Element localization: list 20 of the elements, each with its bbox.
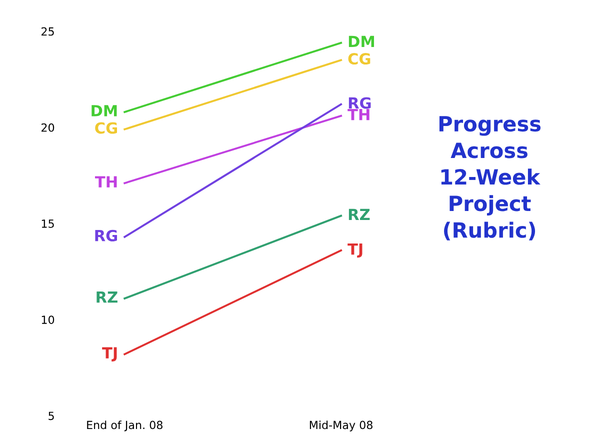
y-tick-label: 10: [42, 316, 54, 324]
y-tick-label: 15: [42, 220, 54, 228]
text: DM: [92, 105, 117, 116]
series-label: CG: [348, 53, 370, 65]
text: Progress Across 12-Week Project (Rubric): [439, 116, 541, 240]
series-label: TJ: [348, 243, 362, 258]
x-tick-label: Mid-May 08: [310, 420, 372, 432]
x-tick-label: End of Jan. 08: [87, 420, 162, 432]
text: RZ: [348, 208, 370, 220]
series-label: DM: [348, 36, 374, 48]
series-label: RZ: [96, 292, 118, 303]
text: TH: [94, 176, 117, 188]
text: RG: [348, 97, 371, 109]
text: CG: [95, 122, 118, 134]
y-tick-label: 5: [48, 412, 54, 420]
series-label: RG: [95, 230, 118, 242]
series-label: TH: [348, 108, 370, 120]
y-tick-label: 25: [42, 27, 54, 36]
y-tick-label: 20: [42, 123, 54, 132]
text: TJ: [102, 347, 117, 362]
